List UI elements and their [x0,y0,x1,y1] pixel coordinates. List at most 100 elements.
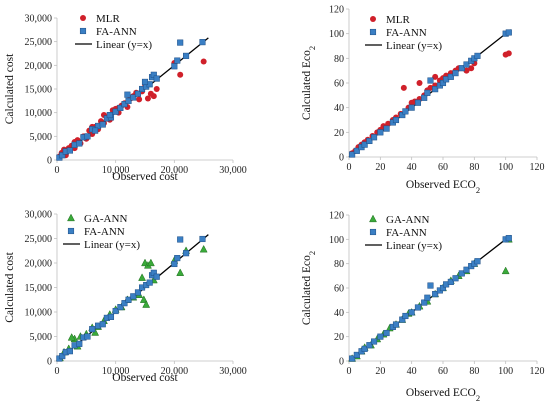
y-tick-label: 30,000 [25,210,53,221]
data-point [468,65,475,72]
y-tick-label: 0 [47,156,52,167]
legend-item-mlr: MLR [370,14,411,26]
legend-item-fa-ann: FA-ANN [369,27,427,39]
legend-label: Linear (y=x) [96,39,152,51]
data-point [99,121,106,128]
data-point [452,275,459,282]
data-point [439,284,447,292]
x-tick-label: 20,000 [161,366,189,377]
data-point [463,61,470,68]
data-point [353,147,360,154]
chart-panel-cost-mlr-faann: 0 10,000 20,000 30,000 0 5,000 10,000 15,000 20,… [4,13,247,183]
data-point [439,79,447,87]
data-point [427,84,434,91]
data-point [199,244,208,253]
data-point [385,120,392,127]
data-point [174,57,181,64]
data-point [125,97,132,104]
legend-item-linear-y-x: Linear (y=x) [365,240,442,252]
data-point [59,152,66,159]
data-point [458,270,465,277]
data-point [125,296,132,303]
x-tick-label: 100 [498,366,513,377]
legend-label: Linear (y=x) [386,240,442,252]
data-point [117,304,124,311]
data-point [174,255,181,262]
data-point [146,258,155,267]
legend-item-ga-ann: GA-ANN [67,213,127,225]
data-point [349,355,356,362]
legend-label: FA-ANN [386,27,427,39]
data-point [501,266,510,275]
data-point [171,63,178,70]
y-axis-title: Calculated cost [4,251,16,322]
y-tick-label: 0 [339,357,344,368]
x-tick-label: 80 [469,366,479,377]
data-point [399,316,406,323]
series-mlr [349,50,512,157]
data-point [153,86,160,92]
data-point [427,77,434,84]
legend-marker [369,214,377,223]
legend-label: MLR [96,13,121,25]
x-tick-label: 0 [55,165,60,176]
legend-label: MLR [386,14,411,26]
x-tick-label: 100 [498,162,513,173]
data-point [141,78,149,85]
data-point [177,71,184,78]
data-point [349,151,356,158]
data-point [402,108,409,115]
y-tick-label: 60 [334,284,344,295]
series-fa-ann [349,235,512,362]
x-tick-label: 80 [469,162,479,173]
data-point [474,258,481,265]
series-fa-ann [56,39,206,161]
x-tick-label: 120 [530,366,545,377]
y-tick-label: 25,000 [25,37,53,48]
x-axis-title: Observed cost [112,372,178,384]
x-tick-label: 40 [407,162,417,173]
data-point [171,260,178,268]
y-tick-label: 120 [329,211,344,222]
legend-item-fa-ann: FA-ANN [79,26,137,38]
y-tick-label: 60 [334,79,344,90]
legend-marker [369,28,377,36]
data-point [121,101,128,108]
chart-panel-eco2-mlr-faann: 0 20 40 60 80 100 120 0 20 40 60 80 100 120 Observed E… [301,5,545,196]
y-tick-label: 80 [334,259,344,270]
chart-panel-eco2-gaann-faann: 0 20 40 60 80 100 120 0 20 40 60 80 100 120 Observed E… [301,211,545,404]
legend-label: FA-ANN [84,226,125,238]
data-point [427,282,434,289]
y-tick-label: 20,000 [25,259,53,270]
x-axis-title: Observed ECO2 [406,179,480,195]
y-tick-label: 15,000 [25,283,53,294]
x-tick-label: 0 [347,366,352,377]
data-point [144,95,151,102]
data-point [414,304,421,311]
data-point [383,125,390,132]
y-tick-label: 0 [47,357,52,368]
y-tick-label: 5,000 [30,132,53,143]
data-point [76,340,83,347]
data-point [377,333,384,340]
data-point [117,104,124,111]
legend-item-linear-y-x: Linear (y=x) [365,40,442,52]
y-tick-label: 0 [339,153,344,164]
data-point [84,333,91,340]
data-point [424,294,431,301]
data-point [138,273,146,281]
data-point [146,279,153,286]
legend-label: GA-ANN [386,214,429,226]
data-point [377,129,384,136]
y-tick-label: 20 [334,332,344,343]
legend-marker [79,27,87,35]
data-point [199,235,206,243]
data-point [84,133,91,140]
data-point [366,342,373,349]
data-point [134,90,142,97]
data-point [416,80,423,86]
y-tick-label: 100 [329,29,344,40]
data-point [76,140,83,147]
